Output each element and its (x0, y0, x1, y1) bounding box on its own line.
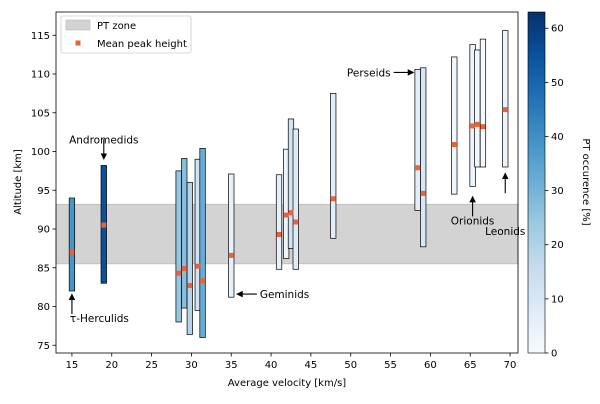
shower-bar (474, 49, 481, 168)
peak-marker (181, 266, 187, 272)
legend-peak-label: Mean peak height (97, 39, 187, 50)
shower-bar (451, 56, 458, 195)
peak-marker (420, 190, 426, 196)
colorbar-tick-label: 60 (551, 24, 564, 35)
x-tick-label: 40 (265, 360, 278, 371)
x-axis-ticks: 15 20 25 30 35 40 45 50 55 60 65 70 (66, 353, 517, 371)
legend: PT zone Mean peak height (60, 15, 192, 54)
peak-marker (69, 249, 75, 255)
peak-marker (195, 263, 201, 269)
colorbar-tick-label: 0 (551, 349, 557, 360)
shower-bar (292, 128, 299, 270)
shower-bar (181, 158, 188, 309)
shower-bar (186, 182, 193, 335)
peak-marker (288, 210, 294, 216)
y-tick-label: 90 (37, 225, 50, 236)
annotation-label: Perseids (347, 67, 391, 79)
y-tick-label: 110 (31, 70, 50, 81)
peak-marker (451, 142, 457, 148)
shower-bar (275, 174, 283, 270)
y-axis-label: Altitude [km] (13, 149, 24, 215)
peak-markers (69, 107, 508, 289)
peak-marker (187, 283, 193, 289)
plot-frame (55, 11, 519, 354)
y-tick-label: 100 (31, 147, 50, 158)
x-tick-label: 55 (384, 360, 397, 371)
peak-marker (276, 231, 282, 237)
annotation-label: Geminids (260, 289, 309, 301)
legend-box (60, 15, 192, 54)
peak-marker (293, 219, 299, 225)
y-tick-label: 75 (37, 341, 50, 352)
annotation-label: τ-Herculids (70, 313, 129, 325)
peak-marker (470, 123, 476, 129)
x-tick-label: 60 (424, 360, 437, 371)
peak-marker (228, 252, 234, 258)
legend-zone-label: PT zone (97, 21, 136, 32)
x-tick-label: 50 (344, 360, 357, 371)
shower-bar (414, 68, 421, 211)
shower-bar (479, 38, 487, 168)
x-tick-label: 70 (504, 360, 517, 371)
y-tick-label: 80 (37, 302, 50, 313)
colorbar-label: PT occurence [%] (580, 138, 591, 225)
shower-bar (68, 197, 76, 292)
y-tick-label: 105 (31, 108, 50, 119)
colorbar-tick-label: 40 (551, 132, 564, 143)
y-tick-label: 115 (31, 31, 50, 42)
y-tick-label: 85 (37, 263, 50, 274)
annotation-label: Leonids (485, 226, 525, 238)
colorbar-ticks: 0 10 20 30 40 50 60 (545, 24, 564, 360)
shower-bar (420, 67, 427, 248)
x-tick-label: 65 (464, 360, 477, 371)
peak-marker (474, 121, 480, 127)
annotation-label: Andromedids (69, 134, 138, 146)
x-tick-label: 20 (105, 360, 118, 371)
peak-marker (480, 124, 486, 130)
peak-marker (415, 165, 421, 171)
y-tick-label: 95 (37, 186, 50, 197)
shower-bar (175, 170, 182, 323)
x-tick-label: 35 (225, 360, 238, 371)
peak-marker (283, 212, 289, 218)
x-tick-label: 25 (145, 360, 158, 371)
colorbar-tick-label: 50 (551, 78, 564, 89)
shower-bar (502, 30, 509, 168)
shower-bar (228, 173, 235, 298)
peak-marker (176, 270, 182, 276)
peak-marker (502, 107, 508, 113)
peak-marker (330, 196, 336, 202)
x-tick-label: 45 (305, 360, 318, 371)
colorbar-tick-label: 20 (551, 240, 564, 251)
annotation-label: Orionids (451, 215, 495, 227)
y-axis-ticks: 75 80 85 90 95 100 105 110 115 (31, 31, 56, 352)
x-tick-label: 15 (66, 360, 79, 371)
shower-bar (199, 148, 206, 338)
colorbar-tick-label: 10 (551, 294, 564, 305)
legend-peak-swatch (75, 40, 81, 46)
shower-annotations: Andromedids τ-Herculids Geminids Perseids Or… (68, 67, 525, 325)
x-axis-label: Average velocity [km/s] (228, 378, 347, 389)
peak-marker (200, 278, 206, 284)
shower-bar (330, 93, 337, 239)
legend-zone-swatch (65, 19, 91, 31)
colorbar-tick-label: 30 (551, 186, 564, 197)
colorbar (527, 11, 546, 354)
x-tick-label: 30 (185, 360, 198, 371)
peak-marker (101, 222, 107, 228)
